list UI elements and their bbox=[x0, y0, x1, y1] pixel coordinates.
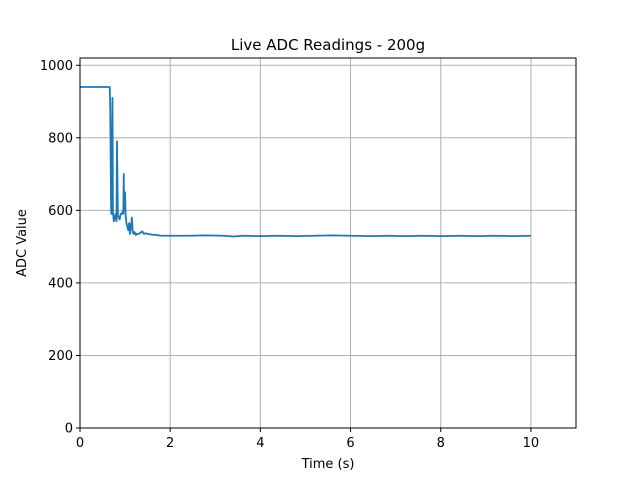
axis-ticks: 0 2 4 6 8 10 0 200 400 600 800 1000 bbox=[40, 59, 539, 451]
x-tick-label: 4 bbox=[256, 436, 264, 451]
plot-series bbox=[80, 86, 531, 238]
x-tick-label: 8 bbox=[437, 436, 445, 451]
y-tick-label: 0 bbox=[65, 422, 73, 437]
y-tick-label: 600 bbox=[48, 204, 73, 219]
x-tick-label: 2 bbox=[166, 436, 174, 451]
grid-lines bbox=[79, 58, 576, 429]
series-line bbox=[80, 86, 531, 238]
y-tick-label: 800 bbox=[48, 131, 73, 146]
y-axis-label: ADC Value bbox=[15, 209, 30, 277]
y-tick-label: 200 bbox=[48, 349, 73, 364]
plot-frame bbox=[79, 57, 577, 429]
x-tick-label: 0 bbox=[76, 436, 84, 451]
x-axis-label: Time (s) bbox=[301, 457, 355, 472]
x-tick-label: 10 bbox=[523, 436, 540, 451]
y-tick-label: 400 bbox=[48, 276, 73, 291]
x-tick-label: 6 bbox=[346, 436, 354, 451]
y-tick-label: 1000 bbox=[40, 59, 73, 74]
chart-title: Live ADC Readings - 200g bbox=[231, 36, 425, 54]
